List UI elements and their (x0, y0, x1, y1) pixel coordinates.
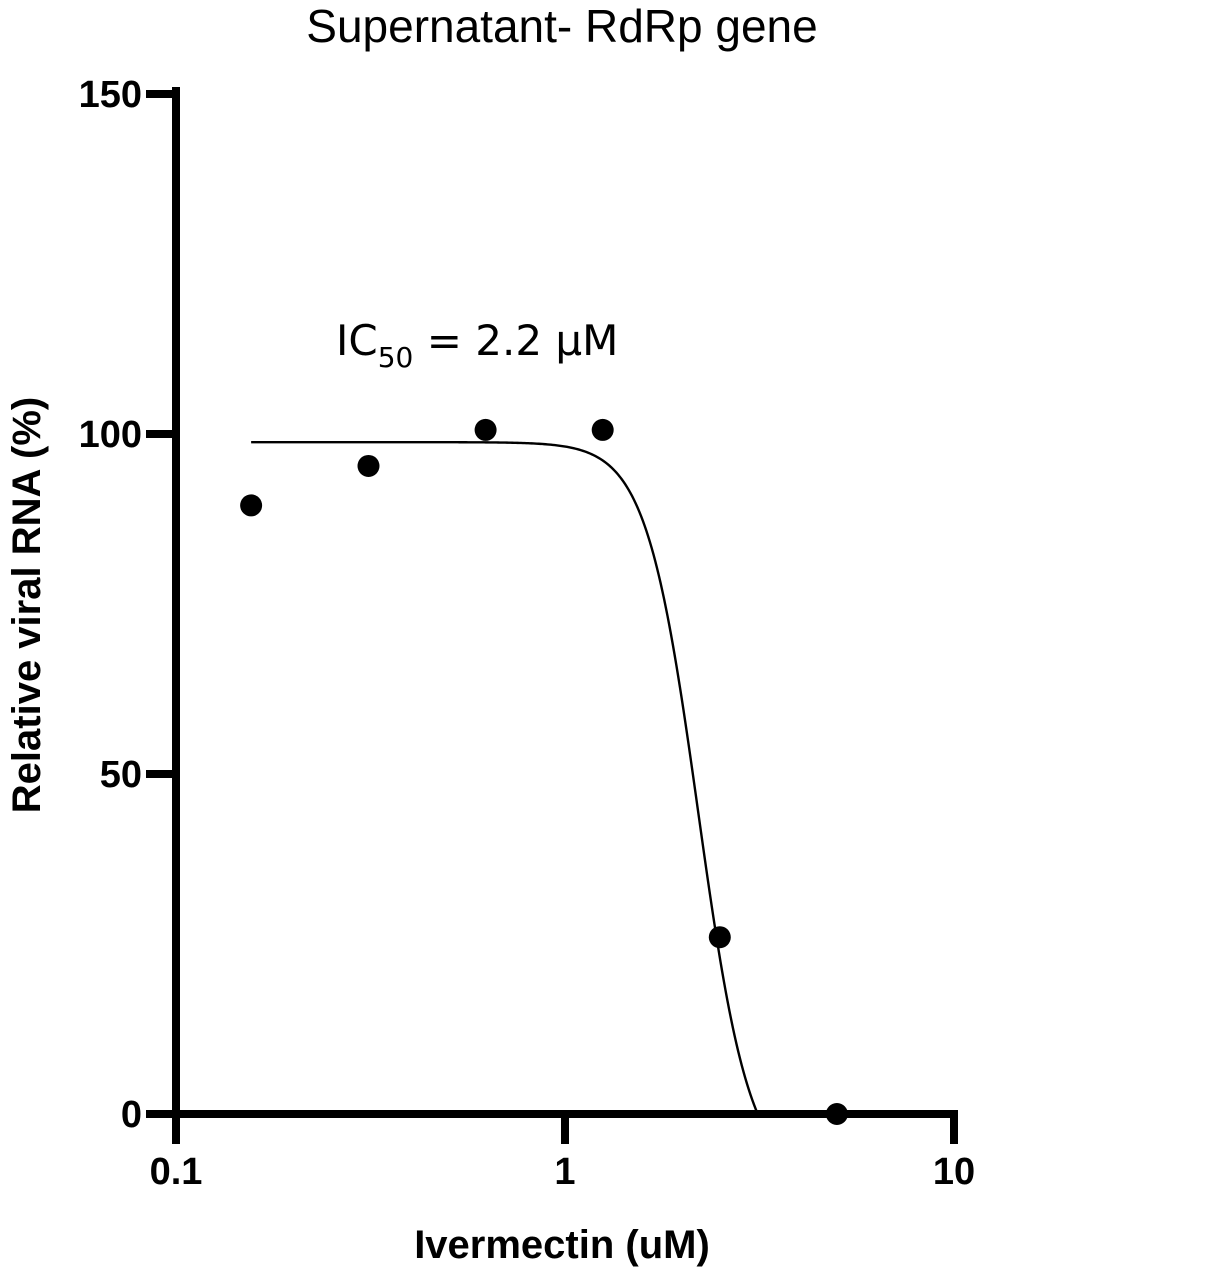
data-point (357, 454, 380, 477)
y-axis-label: Relative viral RNA (%) (5, 397, 49, 813)
data-point (240, 494, 263, 517)
x-axis-label: Ivermectin (uM) (414, 1223, 710, 1267)
data-point (825, 1103, 848, 1125)
axes (168, 87, 958, 1122)
ic50-annotation-prefix: IC (336, 316, 378, 365)
data-point (708, 926, 731, 949)
ic50-annotation: IC50 = 2.2 μM (336, 316, 618, 374)
ic50-annotation-suffix: = 2.2 μM (413, 316, 618, 365)
y-tick-label: 50 (100, 754, 142, 796)
x-tick-label: 10 (933, 1151, 975, 1193)
data-point (591, 418, 614, 441)
y-tick-label: 100 (79, 414, 142, 456)
x-tick-label: 1 (554, 1151, 575, 1193)
fit-curve (251, 440, 781, 1116)
tick-group: 0 50 100 150 0.1 1 10 (79, 74, 976, 1193)
ic50-annotation-subscript: 50 (378, 341, 414, 374)
y-tick-label: 0 (121, 1094, 142, 1136)
data-points (240, 418, 848, 1125)
y-tick-label: 150 (79, 74, 142, 116)
fit-curve-layer (251, 440, 781, 1116)
chart-title: Supernatant- RdRp gene (306, 0, 817, 52)
data-point (474, 418, 497, 441)
x-tick-label: 0.1 (150, 1151, 203, 1193)
